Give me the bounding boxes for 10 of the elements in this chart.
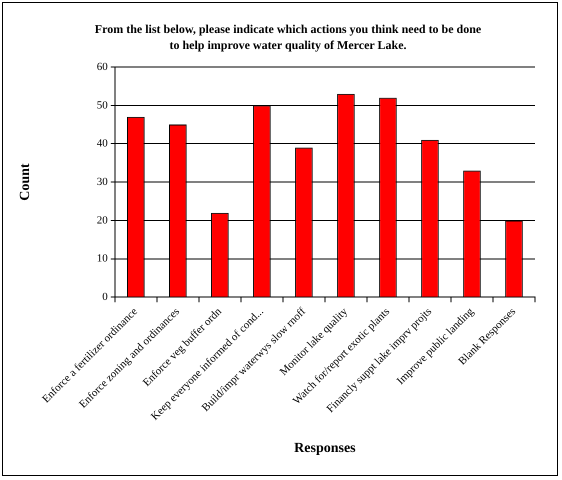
chart-title: From the list below, please indicate which actions you think need to be done to help improve water quality of Mercer Lake. bbox=[94, 21, 482, 53]
y-tick-label: 10 bbox=[96, 252, 108, 265]
y-tick-label: 20 bbox=[96, 214, 108, 226]
y-axis-title: Count bbox=[18, 163, 34, 201]
y-tick-label: 50 bbox=[96, 99, 108, 112]
y-tick-label: 40 bbox=[96, 138, 108, 150]
y-tick-label: 30 bbox=[96, 176, 108, 188]
y-tick-label: 0 bbox=[102, 291, 108, 304]
x-axis-title: Responses bbox=[294, 441, 356, 456]
y-tick-label: 60 bbox=[96, 60, 108, 73]
